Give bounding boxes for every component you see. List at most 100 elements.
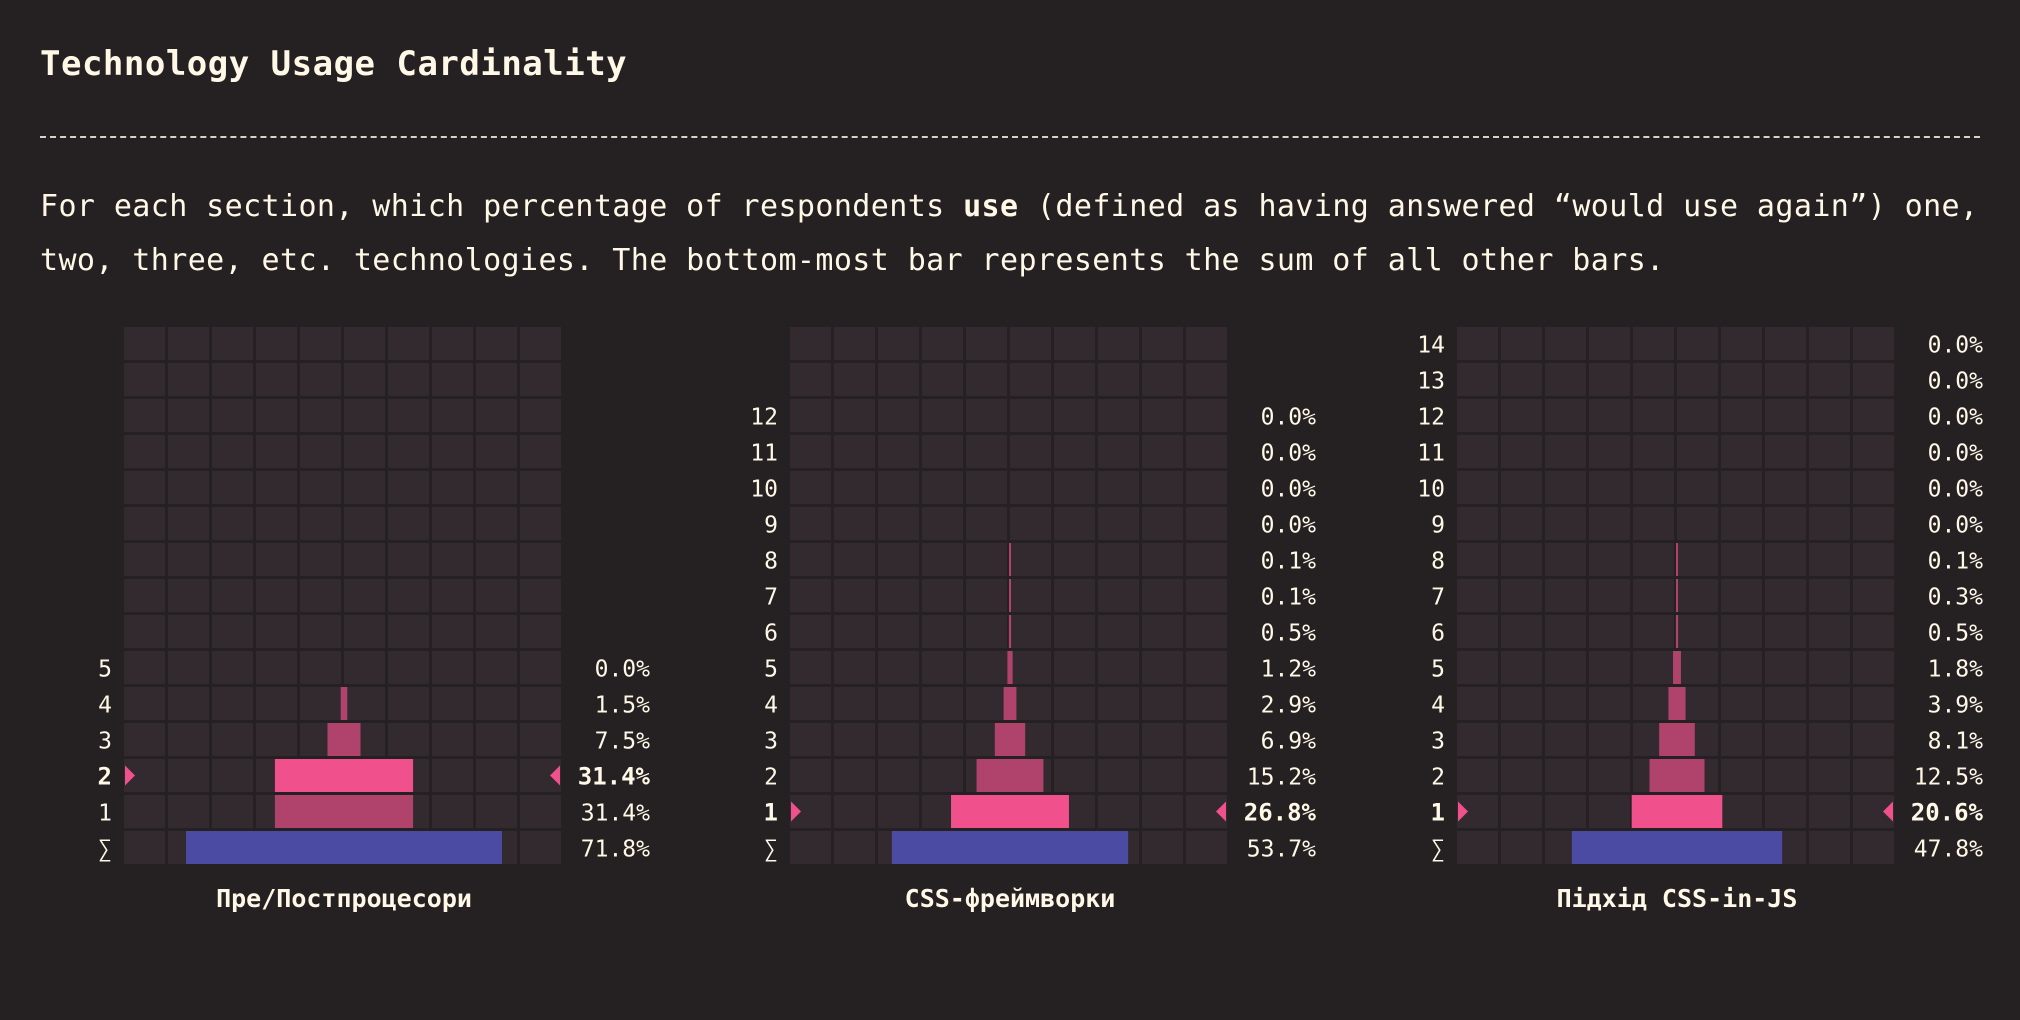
grid-cell [476, 579, 517, 612]
grid-cell [388, 615, 429, 648]
row-label: 4 [1431, 693, 1445, 719]
grid-cell [1589, 759, 1630, 792]
grid-cell [790, 831, 831, 864]
grid-cell [124, 831, 165, 864]
grid-cell [124, 363, 165, 396]
grid-cell [1545, 327, 1586, 360]
grid-cell [1545, 615, 1586, 648]
marker-right-icon [550, 765, 560, 786]
description: For each section, which percentage of re… [40, 180, 1990, 288]
grid-cell [1589, 615, 1630, 648]
highlight-bar [1631, 795, 1723, 828]
grid-cell [966, 651, 1007, 684]
grid-cell [300, 363, 341, 396]
row-label: 11 [750, 441, 778, 467]
grid-cell [1721, 579, 1762, 612]
grid-cell [1457, 435, 1498, 468]
bar [1007, 651, 1013, 684]
grid-cell [344, 615, 385, 648]
row-label: 2 [98, 763, 112, 791]
grid-cell [878, 579, 919, 612]
value-label: 0.0% [1261, 441, 1317, 467]
bar [340, 687, 348, 720]
grid-cell [790, 759, 831, 792]
grid-cell [1633, 687, 1674, 720]
grid-cell [432, 759, 473, 792]
grid-cell [922, 651, 963, 684]
grid-cell [212, 471, 253, 504]
grid-cell [256, 399, 297, 432]
grid-cell [878, 363, 919, 396]
grid-cell [1457, 831, 1498, 864]
grid-cell [256, 327, 297, 360]
bar [1676, 579, 1678, 612]
grid-cell [212, 723, 253, 756]
grid-cell [1633, 327, 1674, 360]
value-label: 0.0% [1928, 333, 1984, 359]
row-label: 9 [1431, 513, 1445, 539]
grid-cell [344, 399, 385, 432]
marker-left-icon [791, 801, 801, 822]
grid-cell [1098, 543, 1139, 576]
grid-cell [432, 363, 473, 396]
value-label: 0.0% [1928, 477, 1984, 503]
bar [327, 723, 361, 756]
grid-cell [124, 435, 165, 468]
grid-cell [1589, 651, 1630, 684]
grid-cell [476, 687, 517, 720]
grid-cell [476, 543, 517, 576]
grid-cell [256, 507, 297, 540]
grid-cell [966, 543, 1007, 576]
grid-cell [300, 687, 341, 720]
grid-cell [432, 687, 473, 720]
grid-cell [1054, 615, 1095, 648]
grid-cell [1457, 759, 1498, 792]
row-label: 6 [1431, 621, 1445, 647]
grid-cell [212, 687, 253, 720]
grid-cell [300, 615, 341, 648]
grid-cell [1457, 723, 1498, 756]
grid-cell [1501, 543, 1542, 576]
grid-cell [1010, 327, 1051, 360]
grid-cell [1589, 795, 1630, 828]
grid-cell [1589, 399, 1630, 432]
grid-cell [1054, 471, 1095, 504]
grid-cell [1677, 327, 1718, 360]
grid-cell [300, 471, 341, 504]
grid-cell [300, 543, 341, 576]
grid-cell [1501, 723, 1542, 756]
marker-left-icon [1458, 801, 1468, 822]
grid-cell [168, 579, 209, 612]
grid-cell [966, 435, 1007, 468]
grid-cell [1186, 723, 1227, 756]
sum-bar [891, 831, 1129, 864]
grid-cell [1142, 507, 1183, 540]
row-label: 4 [764, 693, 778, 719]
grid-cell [1098, 615, 1139, 648]
grid-cell [1545, 507, 1586, 540]
grid-cell [922, 435, 963, 468]
bar [1003, 687, 1017, 720]
grid-cell [520, 471, 561, 504]
grid-cell [124, 651, 165, 684]
grid-cell [212, 435, 253, 468]
grid-cell [256, 615, 297, 648]
grid-cell [790, 363, 831, 396]
grid-cell [1098, 327, 1139, 360]
grid-cell [1142, 795, 1183, 828]
row-label: 5 [1431, 657, 1445, 683]
marker-left-icon [125, 765, 135, 786]
grid-cell [1765, 399, 1806, 432]
grid-cell [212, 795, 253, 828]
row-label: 1 [98, 801, 112, 827]
row-label: 3 [98, 729, 112, 755]
grid-cell [1010, 651, 1051, 684]
grid-cell [168, 543, 209, 576]
grid-cell [1010, 543, 1051, 576]
bar [1009, 579, 1011, 612]
row-label: 1 [764, 799, 778, 827]
grid-cell [1853, 831, 1894, 864]
grid-cell [256, 579, 297, 612]
grid-cell [1853, 579, 1894, 612]
grid-cell [1545, 435, 1586, 468]
